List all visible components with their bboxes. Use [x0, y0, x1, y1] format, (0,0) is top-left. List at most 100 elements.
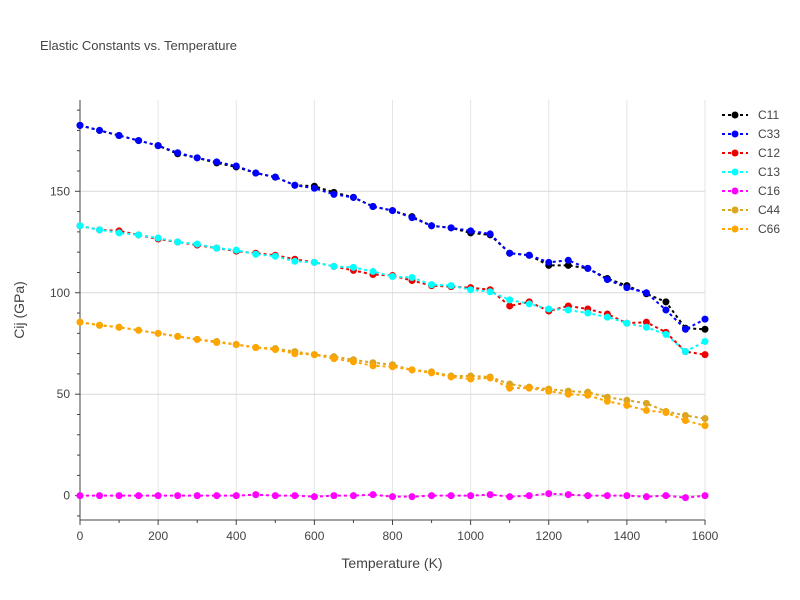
data-point[interactable]	[213, 338, 221, 346]
data-point[interactable]	[525, 492, 533, 500]
data-point[interactable]	[389, 493, 396, 501]
data-point[interactable]	[662, 298, 670, 306]
data-point[interactable]	[525, 300, 533, 308]
data-point[interactable]	[662, 306, 670, 314]
data-point[interactable]	[545, 387, 553, 395]
data-point[interactable]	[349, 492, 357, 500]
data-point[interactable]	[232, 162, 240, 170]
data-point[interactable]	[408, 274, 416, 282]
data-point[interactable]	[330, 190, 338, 198]
data-point[interactable]	[701, 325, 709, 333]
data-point[interactable]	[135, 326, 143, 334]
data-point[interactable]	[564, 261, 572, 269]
data-point[interactable]	[96, 321, 104, 329]
data-point[interactable]	[330, 355, 338, 363]
data-point[interactable]	[701, 315, 709, 323]
legend-item-c11[interactable]: C11	[722, 108, 779, 122]
data-point[interactable]	[681, 417, 689, 425]
data-point[interactable]	[564, 256, 572, 264]
data-point[interactable]	[428, 222, 436, 230]
data-point[interactable]	[506, 302, 514, 310]
data-point[interactable]	[115, 132, 123, 140]
data-point[interactable]	[506, 493, 514, 501]
data-point[interactable]	[310, 184, 318, 192]
data-point[interactable]	[115, 492, 123, 500]
data-point[interactable]	[467, 286, 475, 294]
data-point[interactable]	[701, 337, 709, 345]
data-point[interactable]	[408, 366, 416, 374]
data-point[interactable]	[428, 492, 436, 500]
data-point[interactable]	[232, 246, 240, 254]
data-point[interactable]	[525, 384, 533, 392]
data-point[interactable]	[506, 249, 514, 257]
data-point[interactable]	[115, 229, 123, 237]
data-point[interactable]	[623, 319, 631, 327]
legend-item-c16[interactable]: C16	[722, 184, 780, 198]
data-point[interactable]	[310, 351, 318, 359]
data-point[interactable]	[369, 362, 377, 370]
data-point[interactable]	[447, 224, 455, 232]
data-point[interactable]	[76, 318, 84, 326]
data-point[interactable]	[154, 329, 162, 337]
data-point[interactable]	[369, 491, 377, 499]
data-point[interactable]	[76, 492, 84, 500]
legend-item-c66[interactable]: C66	[722, 222, 780, 236]
data-point[interactable]	[506, 384, 514, 392]
data-point[interactable]	[76, 222, 84, 230]
data-point[interactable]	[486, 230, 494, 238]
data-point[interactable]	[193, 492, 201, 500]
data-point[interactable]	[349, 193, 357, 201]
data-point[interactable]	[408, 214, 416, 222]
data-point[interactable]	[486, 491, 494, 499]
data-point[interactable]	[389, 207, 396, 215]
legend-item-c12[interactable]: C12	[722, 146, 780, 160]
data-point[interactable]	[584, 309, 592, 317]
data-point[interactable]	[135, 492, 143, 500]
data-point[interactable]	[330, 492, 338, 500]
data-point[interactable]	[564, 491, 572, 499]
data-point[interactable]	[291, 257, 299, 265]
data-point[interactable]	[447, 373, 455, 381]
data-point[interactable]	[486, 374, 494, 382]
data-point[interactable]	[389, 273, 396, 281]
data-point[interactable]	[584, 492, 592, 500]
data-point[interactable]	[642, 289, 650, 297]
data-point[interactable]	[369, 203, 377, 211]
data-point[interactable]	[701, 351, 709, 359]
legend-item-c44[interactable]: C44	[722, 203, 780, 217]
data-point[interactable]	[291, 350, 299, 358]
data-point[interactable]	[545, 305, 553, 313]
data-point[interactable]	[662, 330, 670, 338]
data-point[interactable]	[291, 181, 299, 189]
data-point[interactable]	[642, 406, 650, 414]
data-point[interactable]	[135, 137, 143, 145]
data-point[interactable]	[603, 313, 611, 321]
data-point[interactable]	[389, 363, 396, 371]
data-point[interactable]	[428, 369, 436, 377]
data-point[interactable]	[623, 396, 631, 404]
data-point[interactable]	[310, 493, 318, 501]
data-point[interactable]	[525, 251, 533, 259]
data-point[interactable]	[96, 126, 104, 134]
data-point[interactable]	[545, 490, 553, 498]
data-point[interactable]	[681, 494, 689, 502]
data-point[interactable]	[447, 492, 455, 500]
data-point[interactable]	[154, 492, 162, 500]
data-point[interactable]	[584, 391, 592, 399]
data-point[interactable]	[467, 227, 475, 235]
data-point[interactable]	[213, 244, 221, 252]
data-point[interactable]	[467, 492, 475, 500]
data-point[interactable]	[408, 493, 416, 501]
data-point[interactable]	[252, 491, 260, 499]
data-point[interactable]	[701, 422, 709, 430]
legend-item-c33[interactable]: C33	[722, 127, 780, 141]
data-point[interactable]	[349, 358, 357, 366]
data-point[interactable]	[564, 390, 572, 398]
data-point[interactable]	[584, 264, 592, 272]
data-point[interactable]	[174, 492, 182, 500]
data-point[interactable]	[681, 325, 689, 333]
data-point[interactable]	[193, 240, 201, 248]
data-point[interactable]	[662, 492, 670, 500]
data-point[interactable]	[701, 415, 709, 423]
data-point[interactable]	[232, 340, 240, 348]
